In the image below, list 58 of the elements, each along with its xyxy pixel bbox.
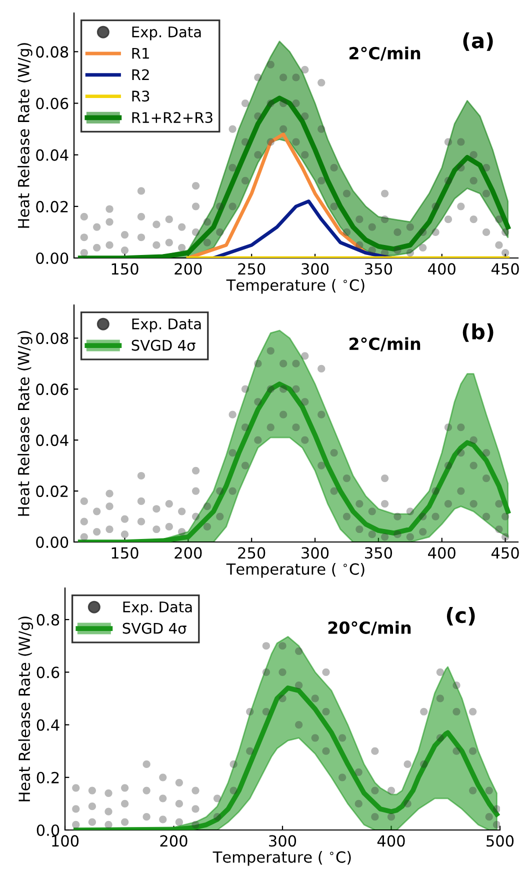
y-tick-label: 0.6 — [36, 666, 60, 678]
x-tick-label: 300 — [269, 835, 296, 847]
y-axis-title: Heat Release Rate (W/g) — [18, 616, 34, 802]
legend-label: R3 — [132, 90, 150, 102]
y-axis-title: Heat Release Rate (W/g) — [18, 331, 32, 516]
x-axis-title: Temperature ( $^{∘}$C) — [226, 563, 364, 578]
x-tick-label: 150 — [112, 263, 138, 275]
annotation: (a) — [463, 32, 493, 51]
legend-label: R2 — [132, 69, 149, 80]
y-tick-label: 0.04 — [36, 149, 68, 161]
y-tick-label: 0.04 — [36, 434, 68, 446]
x-tick-label: 200 — [160, 835, 188, 847]
legend-label: R1+R2+R3 — [132, 112, 212, 124]
legend-label: Exp. Data — [132, 318, 201, 332]
y-tick-label: 0.02 — [36, 486, 68, 498]
y-tick-label: 0.2 — [36, 772, 59, 784]
legend-label: R1 — [132, 48, 149, 59]
legend-label: Exp. Data — [123, 602, 192, 616]
line-series — [73, 686, 500, 830]
annotation: (c) — [446, 606, 475, 626]
y-tick-label: 0.08 — [36, 46, 68, 58]
x-tick-label: 200 — [174, 547, 202, 559]
x-tick-label: 350 — [365, 263, 392, 275]
x-tick-label: 300 — [302, 547, 329, 559]
annotation: 20°C/min — [328, 621, 411, 636]
x-tick-label: 450 — [491, 263, 519, 275]
x-tick-label: 400 — [428, 547, 456, 559]
y-tick-label: 0.00 — [36, 536, 68, 548]
y-axis-title: Heat Release Rate (W/g) — [18, 43, 32, 228]
legend-label: SVGD 4σ — [132, 340, 196, 351]
y-tick-label: 0.08 — [36, 332, 68, 344]
x-tick-label: 400 — [377, 835, 405, 847]
x-tick-label: 250 — [238, 547, 266, 559]
x-tick-label: 400 — [428, 263, 456, 275]
annotation: 2°C/min — [350, 46, 420, 61]
annotation: 2°C/min — [350, 337, 420, 352]
y-tick-label: 0.00 — [36, 252, 68, 264]
y-tick-label: 0.02 — [36, 200, 68, 212]
x-axis-title: Temperature ( $^{∘}$C) — [226, 279, 364, 294]
y-tick-label: 0.8 — [36, 614, 60, 626]
y-tick-label: 0.06 — [36, 384, 68, 396]
x-tick-label: 450 — [491, 547, 519, 559]
x-tick-label: 100 — [52, 835, 79, 847]
x-tick-label: 250 — [238, 263, 266, 275]
legend-label: SVGD 4σ — [122, 622, 186, 634]
x-axis-title: Temperature ( $^{∘}$C) — [212, 851, 351, 866]
y-tick-label: 0.4 — [36, 719, 60, 731]
x-tick-label: 200 — [174, 263, 202, 275]
line-series — [78, 382, 510, 542]
legend-label: Exp. Data — [132, 26, 201, 40]
x-tick-label: 300 — [302, 263, 329, 275]
annotation: (b) — [462, 323, 494, 342]
x-tick-label: 500 — [486, 835, 514, 847]
y-tick-label: 0.06 — [36, 98, 68, 110]
x-tick-label: 350 — [365, 547, 392, 559]
y-tick-label: 0.0 — [36, 824, 60, 836]
line-series — [212, 200, 393, 258]
x-tick-label: 150 — [112, 547, 138, 559]
